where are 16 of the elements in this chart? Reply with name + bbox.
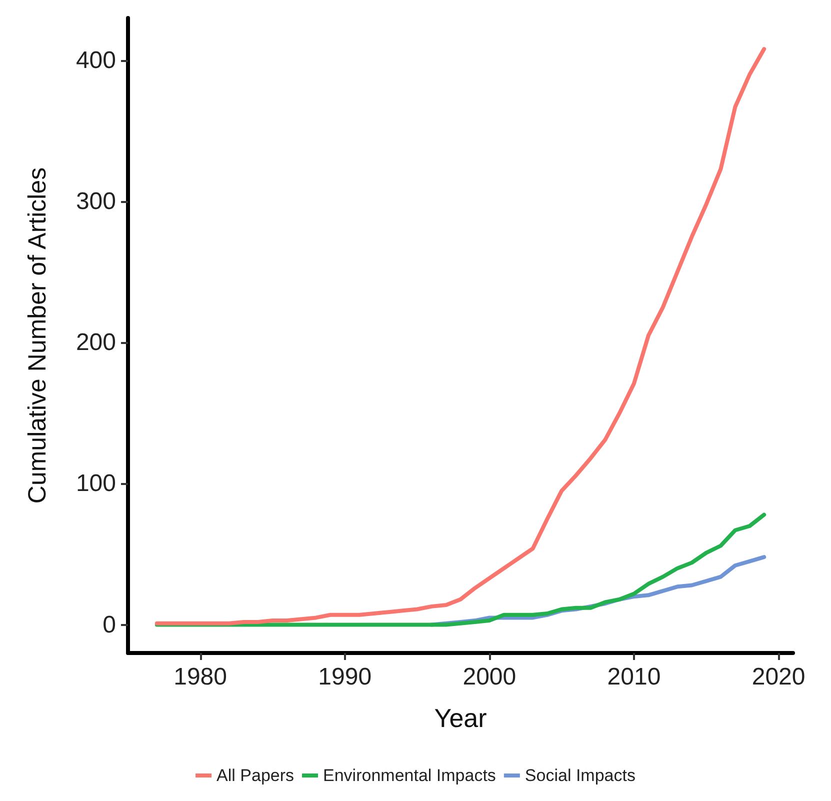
y-tick-label: 100 xyxy=(76,470,116,498)
x-tick-label: 1990 xyxy=(318,664,372,690)
y-tick-label: 400 xyxy=(76,46,116,74)
y-tick-label: 0 xyxy=(102,611,116,638)
y-axis-title: Cumulative Number of Articles xyxy=(24,167,52,504)
legend-label: Environmental Impacts xyxy=(323,766,496,785)
x-tick-label: 1980 xyxy=(174,664,227,690)
x-axis-title: Year xyxy=(434,703,488,733)
y-tick-label: 200 xyxy=(76,329,116,356)
line-series xyxy=(154,47,766,626)
x-tick-label: 2020 xyxy=(752,664,806,690)
x-tick-label: 2010 xyxy=(607,664,661,690)
y-tick-label: 300 xyxy=(76,188,116,215)
legend-label: Social Impacts xyxy=(524,766,636,785)
x-tick-label: 2000 xyxy=(462,664,516,690)
legend-label: All Papers xyxy=(216,766,294,785)
